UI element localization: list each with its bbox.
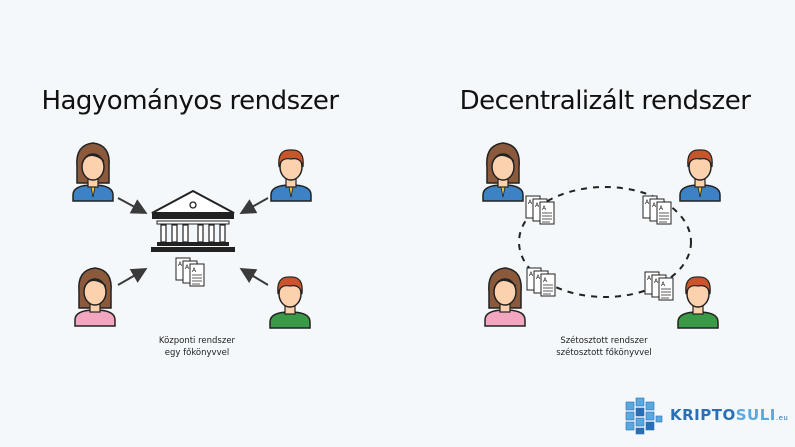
cube-logo-icon: [625, 397, 663, 435]
node-avatar-top-right: [679, 149, 721, 202]
caption-left-line1: Központi rendszer: [158, 336, 236, 346]
logo-text-kripto: KRIPTO: [670, 406, 736, 424]
caption-right-line1: Szétosztott rendszer: [560, 336, 648, 346]
logo-text-suli: SULI: [735, 406, 776, 424]
ledger-copy-top-right: [642, 195, 672, 225]
logo-text-tld: .eu: [775, 414, 789, 422]
user-avatar-bottom-left: [74, 267, 116, 327]
arrow-top-left: [117, 197, 148, 214]
user-avatar-top-left: [72, 142, 114, 202]
traditional-system-caption: Központi rendszer egy főkönyvvel: [97, 335, 297, 359]
bank-building-icon: [151, 189, 235, 252]
node-avatar-top-left: [482, 142, 524, 202]
ledger-copy-bottom-left: [526, 267, 556, 297]
arrow-top-right: [239, 197, 269, 214]
ledger-copy-bottom-right: [644, 271, 674, 301]
user-avatar-bottom-right: [269, 276, 311, 329]
network-connection-ring: [518, 186, 692, 298]
logo-wordmark: KRIPTOSULI.eu: [670, 406, 788, 424]
caption-right-line2: szétosztott főkönyvvel: [556, 348, 652, 358]
arrow-bottom-right: [239, 267, 269, 286]
arrow-bottom-left: [117, 268, 148, 286]
central-ledger-icon: [175, 257, 205, 287]
user-avatar-top-right: [270, 149, 312, 202]
traditional-system-title: Hagyományos rendszer: [41, 86, 339, 116]
kriptosuli-logo: KRIPTOSULI.eu: [622, 396, 792, 436]
node-avatar-bottom-right: [677, 276, 719, 329]
decentralized-system-title: Decentralizált rendszer: [459, 86, 751, 116]
caption-left-line2: egy főkönyvvel: [164, 348, 230, 358]
node-avatar-bottom-left: [484, 267, 526, 327]
decentralized-system-caption: Szétosztott rendszer szétosztott főkönyv…: [504, 335, 704, 359]
